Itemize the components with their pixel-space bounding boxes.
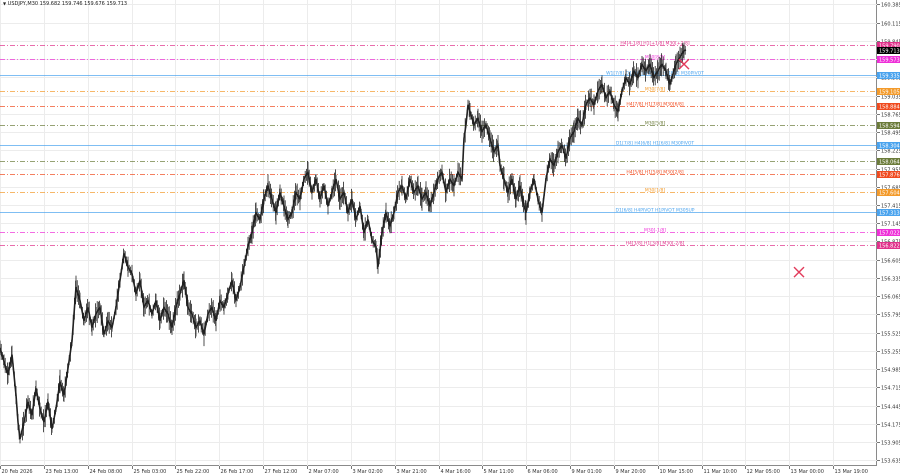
- price-axis-label: 158.225: [881, 149, 900, 155]
- price-axis-label: 157.955: [881, 168, 900, 174]
- symbol-ohlc-text: USDJPY,M30 159.682 159.746 159.676 159.7…: [7, 1, 128, 7]
- price-tag-text: 158.064: [879, 160, 900, 166]
- price-tag: [877, 42, 900, 49]
- price-tag-text: 159.335: [879, 74, 900, 80]
- price-tag-text: 158.594: [879, 124, 900, 130]
- time-axis-label: 27 Feb 12:00: [265, 469, 298, 474]
- pivot-level-label: H4[3/8] H1[3/8] M30[-2/8]: [626, 241, 685, 247]
- price-tag: [877, 229, 900, 236]
- price-axis-label: 155.795: [881, 313, 900, 319]
- time-axis-label: 26 Feb 17:00: [221, 469, 254, 474]
- pivot-level-label: D1[7/8] H4[6/8] H1[6/8] M30PIVOT: [616, 141, 695, 147]
- price-series: [0, 49, 687, 440]
- time-axis-label: 4 Mar 16:00: [441, 469, 471, 474]
- time-axis-label: 24 Feb 08:00: [90, 469, 123, 474]
- time-axis-label: 9 Mar 01:00: [572, 469, 602, 474]
- price-tag-text: 159.105: [879, 90, 900, 96]
- price-axis-label: 160.115: [881, 22, 900, 28]
- price-tag-text: 156.822: [879, 244, 900, 250]
- price-axis-label: 159.035: [881, 95, 900, 101]
- price-axis[interactable]: 160.385160.115159.845159.575159.305159.0…: [877, 0, 900, 474]
- pivot-level-label: H4[5/8] H1[5/8] M30[2/8]: [626, 170, 683, 176]
- time-axis-label: 9 Mar 20:00: [616, 469, 646, 474]
- price-tag: [877, 242, 900, 249]
- cross-marker-icon[interactable]: [678, 58, 690, 70]
- time-axis-label: 10 Mar 15:00: [660, 469, 693, 474]
- dropdown-triangle-icon[interactable]: ▼: [3, 1, 7, 6]
- price-tag-text: 159.713: [879, 49, 900, 55]
- price-tag: [877, 142, 900, 149]
- time-axis-label: 25 Feb 03:00: [134, 469, 167, 474]
- price-axis-label: 157.415: [881, 204, 900, 210]
- pivot-level-label: H4[4-1/8] H1[+1/8] M30[+2/8]: [620, 41, 689, 47]
- price-tag: [877, 103, 900, 110]
- time-axis-label: 6 Mar 06:00: [528, 469, 558, 474]
- time-axis-label: 3 Mar 21:00: [397, 469, 427, 474]
- price-tag-text: 157.876: [879, 173, 900, 179]
- price-axis-label: 158.495: [881, 131, 900, 137]
- time-axis[interactable]: 20 Feb 2026 23 Feb 13:00 24 Feb 08:00 25 Fe…: [0, 466, 877, 474]
- pivot-level-label: D1[6/8] H4PIVOT H1PIVOT M30SUP: [615, 208, 694, 214]
- time-axis-label: 5 Mar 11:00: [484, 469, 514, 474]
- price-tag-text: 159.790: [879, 44, 900, 50]
- time-axis-label: 11 Mar 10:00: [704, 469, 737, 474]
- pivot-level-label: H4[7/8] H1[7/8] M30[6/8]: [626, 102, 683, 108]
- price-tag: [877, 158, 900, 165]
- pivot-level-label: M30[5/8]: [645, 121, 666, 127]
- price-tag: [877, 122, 900, 129]
- price-axis-label: 156.065: [881, 295, 900, 301]
- time-axis-label: 13 Mar 19:00: [835, 469, 868, 474]
- price-tag-text: 157.313: [879, 211, 900, 217]
- time-axis-label: 23 Feb 13:00: [46, 469, 79, 474]
- time-axis-label: 25 Feb 22:00: [177, 469, 210, 474]
- price-axis-label: 156.605: [881, 259, 900, 265]
- price-tag: [877, 72, 900, 79]
- price-axis-label: 157.145: [881, 222, 900, 228]
- time-axis-label: 13 Mar 00:00: [791, 469, 824, 474]
- time-axis-label: 20 Feb 2026: [2, 469, 33, 474]
- price-axis-label: 160.385: [881, 3, 900, 9]
- cross-marker-icon[interactable]: [793, 266, 805, 278]
- price-tag: [877, 189, 900, 196]
- price-tag-text: 158.304: [879, 144, 900, 150]
- price-axis-label: 157.685: [881, 186, 900, 192]
- price-chart-canvas[interactable]: H4[4-1/8] H1[+1/8] M30[+2/8]M30[8/8]W1[7…: [0, 0, 877, 466]
- price-axis-label: 155.525: [881, 332, 900, 338]
- time-axis-label: 3 Mar 02:00: [353, 469, 383, 474]
- price-axis-label: 154.175: [881, 423, 900, 429]
- pivot-level-label: M30[-1/8]: [644, 228, 666, 234]
- plot-area[interactable]: H4[4-1/8] H1[+1/8] M30[+2/8] M30[8/8] W1[7…: [0, 0, 877, 466]
- time-axis-label: 2 Mar 07:00: [309, 469, 339, 474]
- price-axis-label: 156.335: [881, 277, 900, 283]
- price-tag: [877, 47, 900, 54]
- price-axis-label: 158.765: [881, 113, 900, 119]
- pivot-level-label: M30[7/8]: [645, 87, 666, 93]
- price-axis-label: 154.445: [881, 405, 900, 411]
- price-tag: [877, 88, 900, 95]
- price-tag: [877, 171, 900, 178]
- price-tag: [877, 209, 900, 216]
- symbol-ohlc-header: ▼ USDJPY,M30 159.682 159.746 159.676 159…: [3, 1, 127, 7]
- price-tag-text: 158.884: [879, 105, 900, 111]
- pivot-level-label: M30[8/8]: [645, 55, 666, 61]
- pivot-level-label: M30[1/8]: [645, 188, 666, 194]
- price-axis-label: 153.905: [881, 441, 900, 447]
- price-tag-text: 157.022: [879, 231, 900, 237]
- price-tag-text: 159.573: [879, 58, 900, 64]
- price-tag: [877, 56, 900, 63]
- price-axis-label: 154.985: [881, 368, 900, 374]
- price-axis-label: 154.715: [881, 386, 900, 392]
- price-axis-label: 153.635: [881, 459, 900, 465]
- price-axis-label: 155.255: [881, 350, 900, 356]
- time-axis-label: 12 Mar 05:00: [747, 469, 780, 474]
- price-tag-text: 157.604: [879, 191, 900, 197]
